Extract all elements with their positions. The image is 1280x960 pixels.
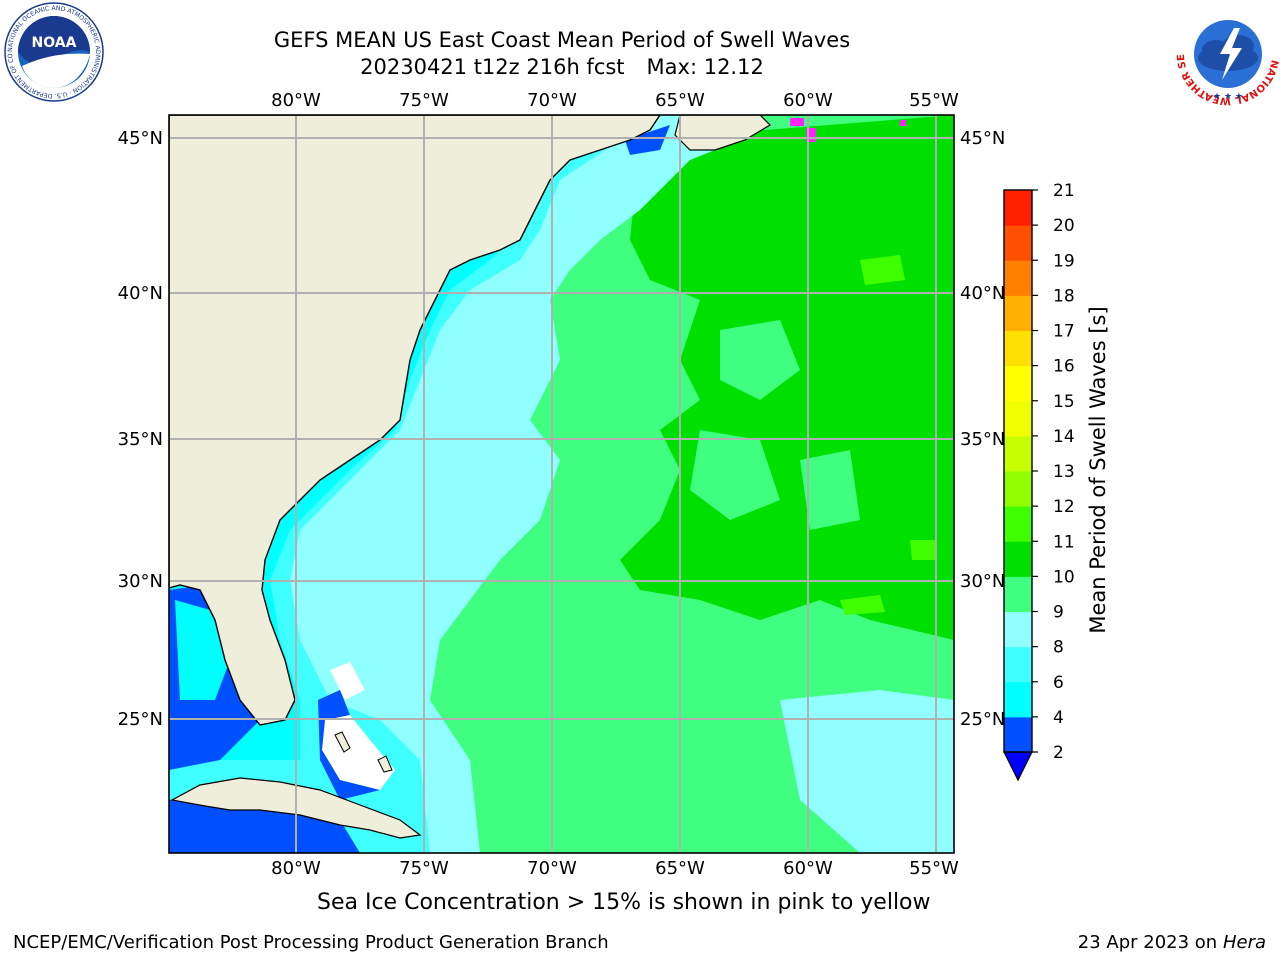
lat-tick-label: 45°N bbox=[118, 128, 163, 149]
footer-date-text: 23 Apr 2023 on bbox=[1077, 932, 1223, 953]
colorbar-swatch bbox=[1004, 400, 1032, 437]
map-plot-area bbox=[169, 115, 954, 853]
lat-ticks-left: 45°N 40°N 35°N 30°N 25°N bbox=[118, 128, 163, 730]
noaa-logo-text: NOAA bbox=[32, 35, 77, 51]
colorbar-tick-label: 16 bbox=[1053, 357, 1075, 377]
colorbar-under-arrow bbox=[1003, 751, 1033, 782]
lat-tick-label: 30°N bbox=[118, 571, 163, 592]
lon-tick-label: 55°W bbox=[909, 858, 959, 879]
colorbar-swatch bbox=[1004, 190, 1032, 226]
colorbar-tick-label: 14 bbox=[1053, 427, 1075, 447]
lat-tick-label: 25°N bbox=[118, 709, 163, 730]
max-value: Max: 12.12 bbox=[646, 55, 764, 79]
colorbar-swatch bbox=[1004, 435, 1032, 472]
colorbar-swatch bbox=[1004, 681, 1032, 718]
lon-tick-label: 80°W bbox=[271, 90, 321, 111]
colorbar-tick-label: 2 bbox=[1053, 743, 1064, 763]
lon-tick-label: 65°W bbox=[655, 90, 705, 111]
colorbar-tick-label: 15 bbox=[1053, 392, 1075, 412]
colorbar-swatch bbox=[1004, 506, 1032, 542]
lat-tick-label: 40°N bbox=[118, 283, 163, 304]
colorbar-swatch bbox=[1004, 611, 1032, 648]
lat-ticks-right: 45°N 40°N 35°N 30°N 25°N bbox=[960, 128, 1005, 730]
lat-tick-label: 35°N bbox=[960, 429, 1005, 450]
colorbar-tick-label: 13 bbox=[1053, 462, 1075, 482]
colorbar-swatch bbox=[1004, 260, 1032, 296]
forecast-run: 20230421 t12z 216h fcst bbox=[360, 55, 625, 79]
lon-tick-label: 70°W bbox=[527, 90, 577, 111]
colorbar-swatch bbox=[1004, 365, 1032, 402]
land-us-east-coast bbox=[169, 115, 661, 726]
colorbar-tick-label: 19 bbox=[1053, 251, 1075, 271]
colorbar-swatch bbox=[1004, 646, 1032, 683]
lon-tick-label: 60°W bbox=[783, 90, 833, 111]
noaa-logo: NATIONAL OCEANIC AND ATMOSPHERIC ADMINIS… bbox=[4, 2, 104, 102]
nws-logo: NATIONAL WEATHER SERVICE ★ ★ ★ bbox=[1176, 2, 1280, 106]
colorbar-tick-label: 6 bbox=[1053, 673, 1064, 693]
colorbar-tick-label: 17 bbox=[1053, 322, 1075, 342]
colorbar-swatch bbox=[1004, 330, 1032, 367]
colorbar-swatch bbox=[1004, 225, 1032, 261]
footer-date: 23 Apr 2023 on Hera bbox=[1078, 932, 1266, 953]
sea-ice-note: Sea Ice Concentration > 15% is shown in … bbox=[317, 890, 931, 915]
map-title: GEFS MEAN US East Coast Mean Period of S… bbox=[273, 28, 851, 52]
lon-tick-label: 65°W bbox=[655, 858, 705, 879]
lat-tick-label: 40°N bbox=[960, 283, 1005, 304]
colorbar-tick-label: 18 bbox=[1053, 286, 1075, 306]
colorbar-tick-label: 12 bbox=[1053, 497, 1075, 517]
lon-ticks-top: 80°W 75°W 70°W 65°W 60°W 55°W bbox=[271, 90, 959, 111]
colorbar-tick-label: 8 bbox=[1053, 638, 1064, 658]
colorbar-swatch bbox=[1004, 471, 1032, 507]
footer-host: Hera bbox=[1222, 932, 1266, 953]
lon-tick-label: 75°W bbox=[399, 858, 449, 879]
lon-tick-label: 60°W bbox=[783, 858, 833, 879]
colorbar-swatch bbox=[1004, 716, 1032, 753]
svg-text:★ ★ ★: ★ ★ ★ bbox=[1213, 92, 1243, 102]
colorbar: 2 4 6 8 9 10 11 12 13 14 15 16 17 18 19 20 21 bbox=[1003, 181, 1075, 782]
lat-tick-label: 35°N bbox=[118, 429, 163, 450]
lon-tick-label: 55°W bbox=[909, 90, 959, 111]
lon-ticks-bottom: 80°W 75°W 70°W 65°W 60°W 55°W bbox=[271, 858, 959, 879]
colorbar-tick-label: 20 bbox=[1053, 216, 1075, 236]
graticule bbox=[169, 115, 954, 853]
lat-tick-label: 25°N bbox=[960, 709, 1005, 730]
footer-credit: NCEP/EMC/Verification Post Processing Pr… bbox=[13, 932, 609, 953]
lat-tick-label: 45°N bbox=[960, 128, 1005, 149]
map-subtitle: 20230421 t12z 216h fcst Max: 12.12 bbox=[0, 54, 1124, 80]
lon-tick-label: 70°W bbox=[527, 858, 577, 879]
lon-tick-label: 75°W bbox=[399, 90, 449, 111]
colorbar-tick-label: 9 bbox=[1053, 603, 1064, 623]
colorbar-tick-label: 10 bbox=[1053, 567, 1075, 587]
colorbar-label: Mean Period of Swell Waves [s] bbox=[1086, 306, 1110, 633]
lon-tick-label: 80°W bbox=[271, 858, 321, 879]
colorbar-swatch bbox=[1004, 295, 1032, 331]
map-frame bbox=[168, 114, 955, 854]
colorbar-tick-label: 4 bbox=[1053, 708, 1064, 728]
colorbar-swatch bbox=[1004, 541, 1032, 577]
colorbar-swatch bbox=[1004, 576, 1032, 612]
lat-tick-label: 30°N bbox=[960, 571, 1005, 592]
sea-ice-patch bbox=[790, 118, 804, 126]
colorbar-tick-label: 21 bbox=[1053, 181, 1075, 201]
colorbar-tick-label: 11 bbox=[1053, 532, 1075, 552]
